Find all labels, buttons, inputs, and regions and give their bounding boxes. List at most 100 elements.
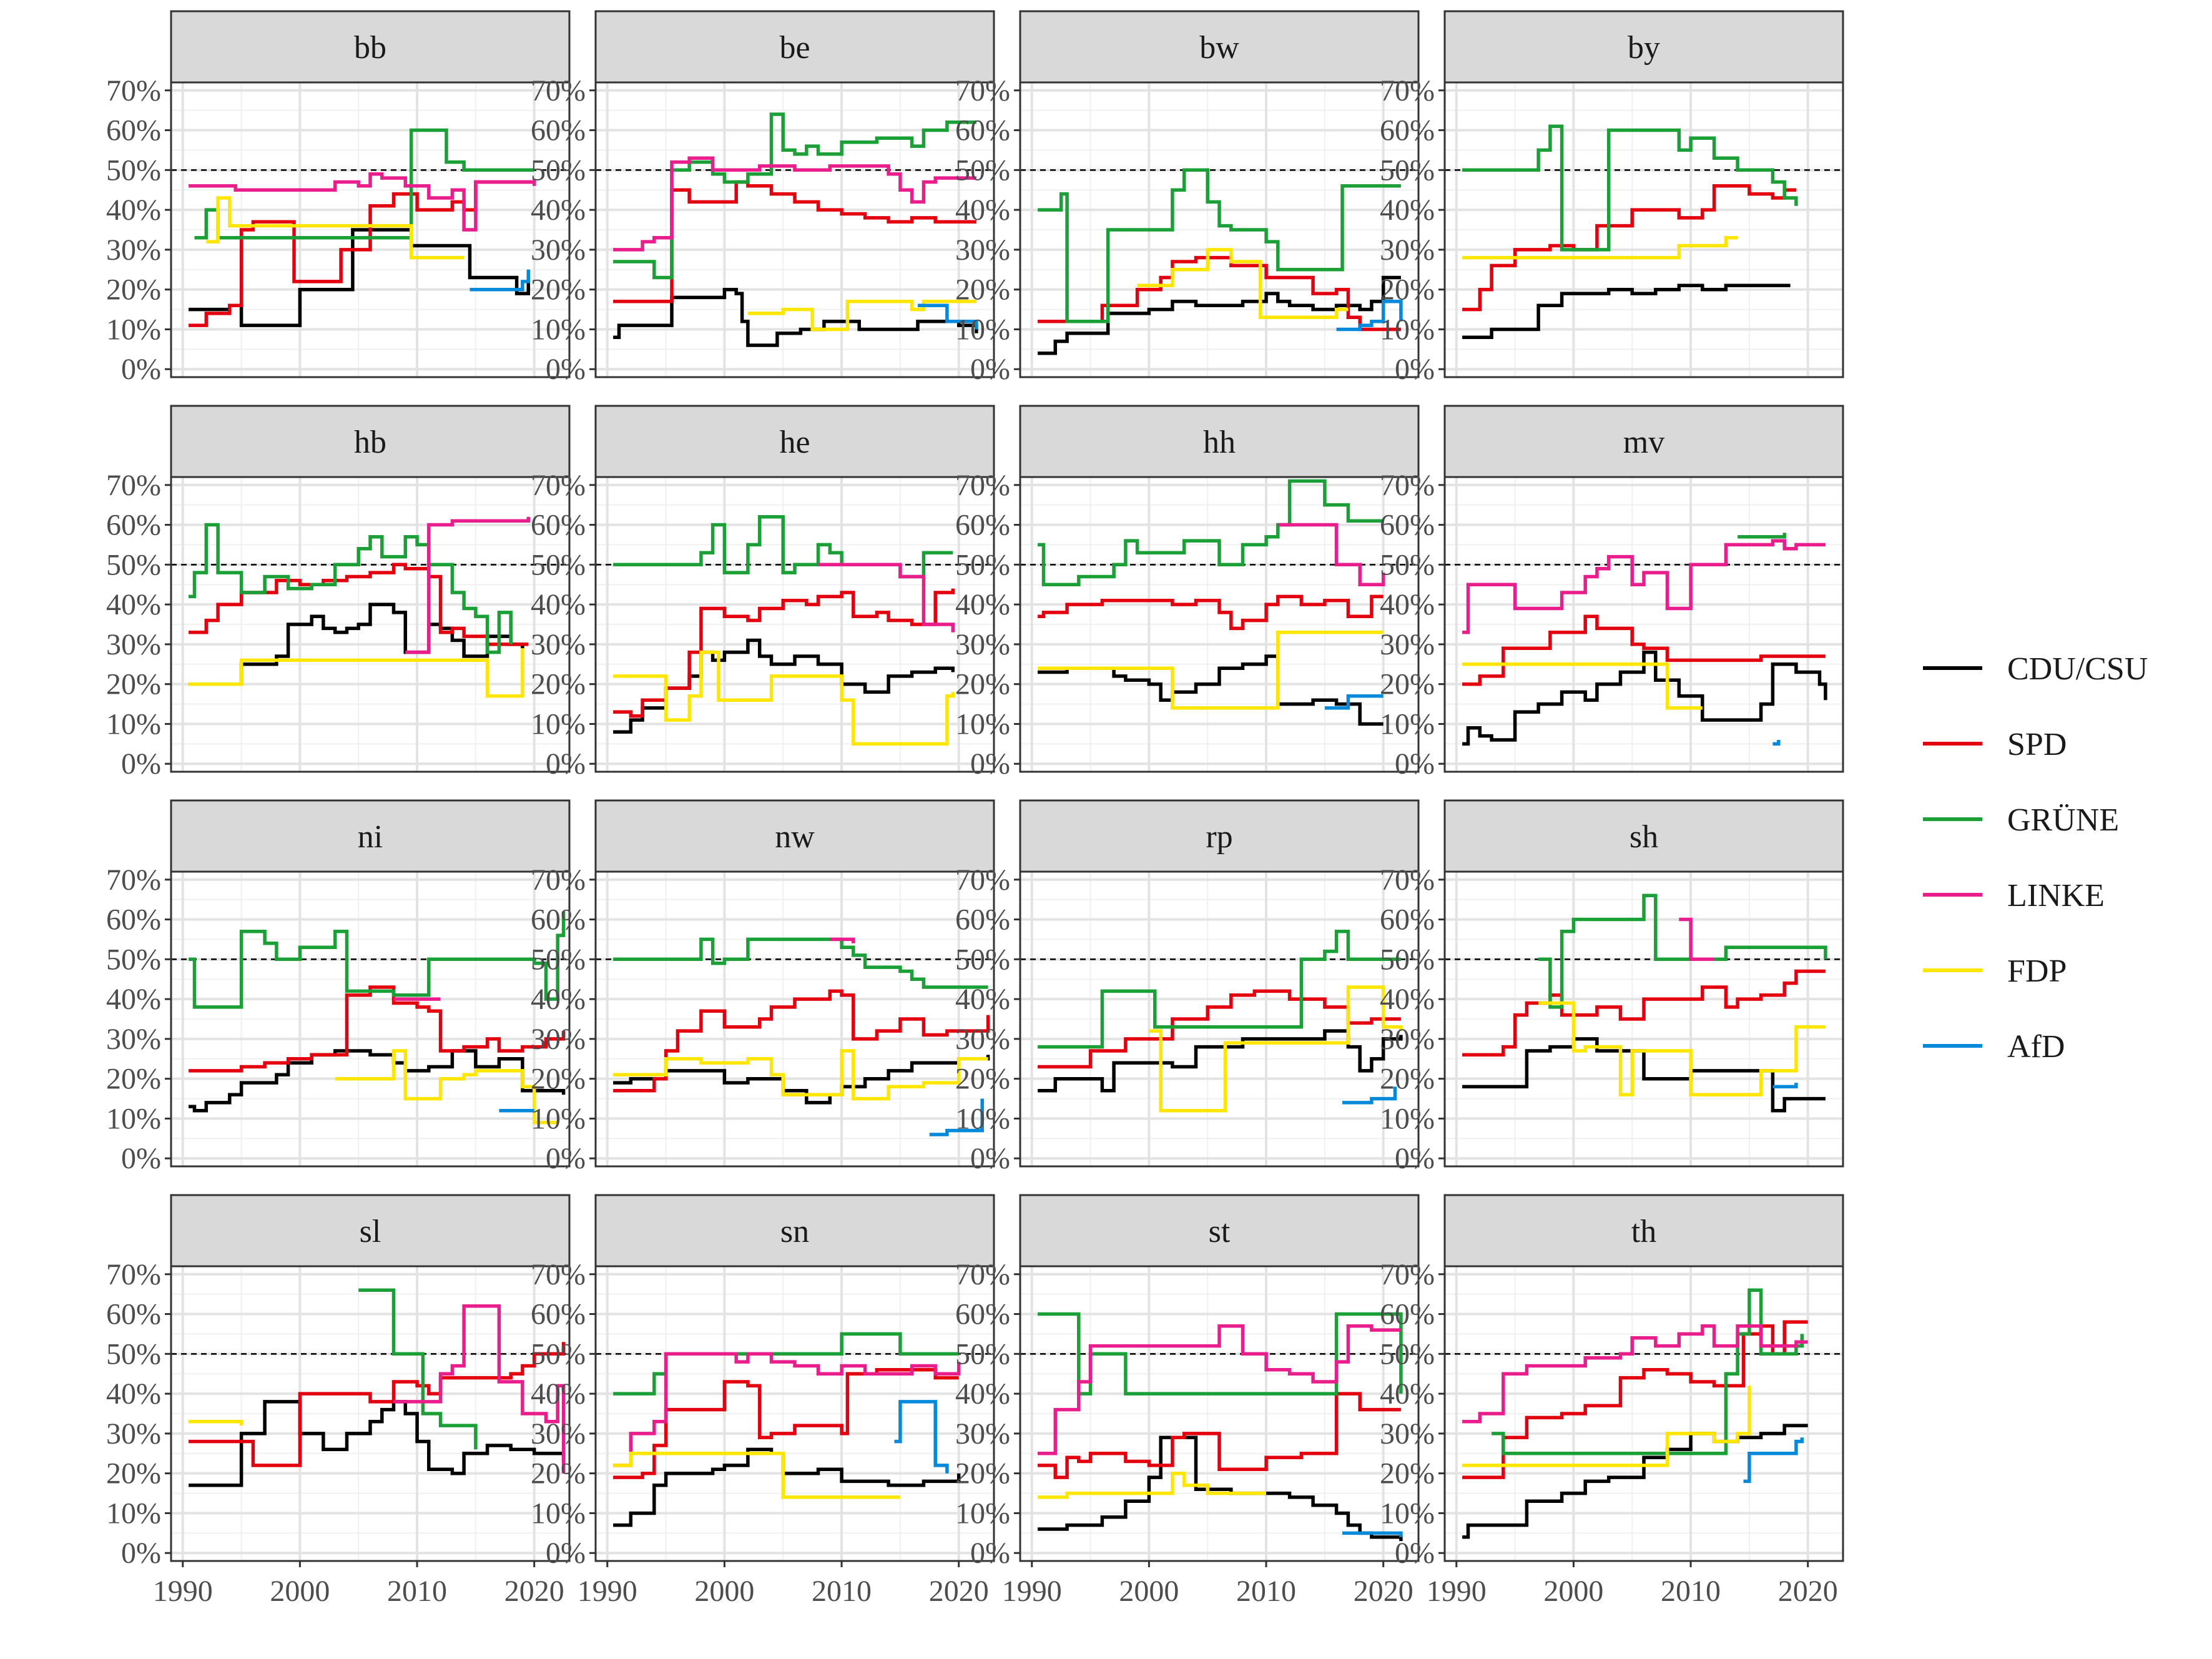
legend-label: AfD bbox=[2007, 1029, 2065, 1065]
panel-sh: sh 0% 10% 20% 30% 40% 50% 60% 70% bbox=[1380, 799, 1844, 1175]
y-tick-label: 70% bbox=[955, 74, 1010, 107]
series-line-fdp bbox=[613, 650, 955, 746]
facet-strip bbox=[170, 10, 571, 84]
y-tick-label: 60% bbox=[106, 509, 161, 542]
series-line-spd bbox=[189, 563, 529, 646]
series-line-cducsu bbox=[1038, 654, 1384, 726]
panel-border bbox=[594, 1265, 995, 1562]
y-tick-label: 30% bbox=[955, 234, 1010, 267]
series-line-grüne bbox=[1038, 1312, 1403, 1396]
series-line-afd bbox=[1772, 740, 1781, 746]
y-tick-label: 10% bbox=[1380, 1102, 1435, 1135]
y-tick-label: 30% bbox=[1380, 628, 1435, 661]
series-line-fdp bbox=[189, 1420, 243, 1426]
facet-strip bbox=[1019, 799, 1420, 873]
facet-strip bbox=[1019, 1194, 1420, 1268]
y-tick-label: 10% bbox=[531, 707, 586, 741]
y-tick-label: 40% bbox=[531, 588, 586, 621]
y-tick-label: 10% bbox=[955, 313, 1010, 346]
y-tick-label: 20% bbox=[955, 668, 1010, 701]
series-line-spd bbox=[1462, 614, 1826, 686]
y-tick-label: 50% bbox=[106, 1337, 161, 1371]
y-tick-label: 10% bbox=[955, 707, 1010, 741]
series-line-spd bbox=[1462, 1320, 1808, 1479]
series-line-cducsu bbox=[613, 1055, 990, 1105]
legend-item: CDU/CSU bbox=[1923, 651, 2148, 687]
series-line-fdp bbox=[613, 1049, 988, 1101]
x-tick-label: 2010 bbox=[387, 1575, 447, 1608]
series-line-spd bbox=[1462, 969, 1826, 1057]
y-tick-label: 50% bbox=[955, 154, 1010, 187]
y-tick-label: 60% bbox=[106, 1298, 161, 1331]
panel-border bbox=[1019, 1265, 1420, 1562]
y-tick-label: 40% bbox=[106, 983, 161, 1016]
y-tick-label: 70% bbox=[955, 864, 1010, 897]
facet-strip bbox=[170, 405, 571, 478]
y-tick-label: 30% bbox=[106, 1023, 161, 1056]
y-tick-label: 70% bbox=[531, 469, 586, 502]
y-tick-label: 0% bbox=[121, 747, 161, 780]
y-tick-label: 30% bbox=[955, 628, 1010, 661]
facet-strip bbox=[1443, 405, 1844, 478]
y-tick-label: 10% bbox=[106, 1102, 161, 1135]
y-tick-label: 60% bbox=[531, 903, 586, 937]
y-tick-label: 0% bbox=[970, 747, 1010, 780]
panel-border bbox=[1019, 870, 1420, 1168]
series-line-cducsu bbox=[1462, 283, 1791, 339]
series-line-afd bbox=[1772, 1083, 1798, 1089]
legend-item: FDP bbox=[1923, 953, 2067, 989]
x-tick-label: 1990 bbox=[1427, 1575, 1487, 1608]
facet-label: by bbox=[1628, 30, 1660, 66]
panel-border bbox=[594, 870, 995, 1168]
series-line-afd bbox=[929, 1098, 984, 1136]
panel-border bbox=[594, 476, 995, 773]
facet-label: he bbox=[779, 425, 810, 460]
y-tick-label: 20% bbox=[106, 1063, 161, 1096]
y-tick-label: 30% bbox=[106, 1417, 161, 1450]
y-tick-label: 20% bbox=[1380, 668, 1435, 701]
legend-item: AfD bbox=[1923, 1029, 2065, 1065]
panel-he: he 0% 10% 20% 30% 40% 50% 60% 70% bbox=[531, 405, 995, 780]
y-tick-label: 40% bbox=[531, 1377, 586, 1410]
y-tick-label: 70% bbox=[955, 1258, 1010, 1291]
series-line-cducsu bbox=[189, 1049, 566, 1113]
y-tick-label: 0% bbox=[970, 1537, 1010, 1570]
facet-label: st bbox=[1209, 1214, 1231, 1249]
panel-border bbox=[1443, 1265, 1844, 1562]
y-tick-label: 20% bbox=[955, 1457, 1010, 1490]
facet-label: ni bbox=[358, 819, 383, 855]
y-tick-label: 60% bbox=[531, 509, 586, 542]
y-tick-label: 20% bbox=[106, 1457, 161, 1490]
panel-th: th 0% 10% 20% 30% 40% 50% 60% 70% 1990 2000 2010 202… bbox=[1380, 1194, 1844, 1608]
panel-border bbox=[170, 1265, 571, 1562]
panel-border bbox=[1443, 81, 1844, 378]
y-tick-label: 70% bbox=[955, 469, 1010, 502]
series-line-afd bbox=[1336, 300, 1403, 332]
series-line-fdp bbox=[613, 1452, 900, 1499]
y-tick-label: 40% bbox=[106, 1377, 161, 1410]
facet-label: mv bbox=[1623, 425, 1664, 460]
y-tick-label: 10% bbox=[531, 313, 586, 346]
series-line-cducsu bbox=[1462, 650, 1827, 746]
y-tick-label: 20% bbox=[531, 1063, 586, 1096]
series-line-linke bbox=[613, 1352, 961, 1467]
series-line-linke bbox=[393, 1304, 566, 1474]
series-line-spd bbox=[189, 985, 566, 1073]
series-line-spd bbox=[1038, 594, 1384, 631]
y-tick-label: 50% bbox=[531, 943, 586, 976]
series-line-grüne bbox=[1038, 929, 1401, 1049]
facet-label: hb bbox=[354, 425, 386, 460]
panel-border bbox=[594, 81, 995, 378]
y-tick-label: 0% bbox=[121, 353, 161, 386]
y-tick-label: 30% bbox=[106, 234, 161, 267]
y-tick-label: 70% bbox=[106, 74, 161, 107]
facet-strip bbox=[594, 10, 995, 84]
y-tick-label: 70% bbox=[106, 864, 161, 897]
facet-label: be bbox=[779, 30, 810, 66]
series-line-grüne bbox=[1538, 893, 1827, 1009]
y-tick-label: 0% bbox=[1395, 1142, 1435, 1175]
series-line-grüne bbox=[1038, 168, 1401, 323]
panel-sl: sl 0% 10% 20% 30% 40% 50% 60% 70% 1990 2000 2010 202… bbox=[106, 1194, 571, 1608]
y-tick-label: 30% bbox=[1380, 234, 1435, 267]
y-tick-label: 10% bbox=[955, 1497, 1010, 1530]
